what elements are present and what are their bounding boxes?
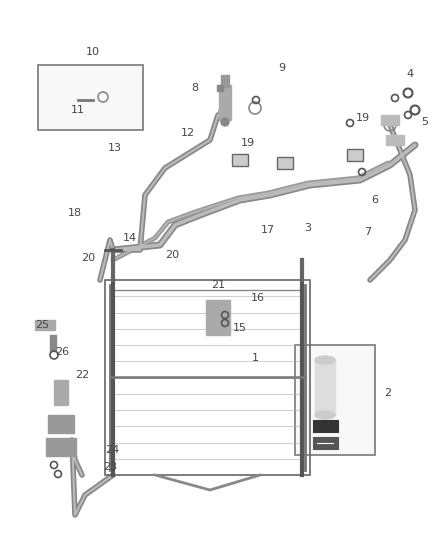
- Text: 19: 19: [356, 113, 370, 123]
- Ellipse shape: [315, 411, 335, 419]
- Bar: [386, 135, 404, 145]
- Text: 5: 5: [421, 117, 428, 127]
- Text: 7: 7: [364, 227, 371, 237]
- Text: 23: 23: [103, 462, 117, 472]
- Bar: [50, 335, 56, 351]
- Text: 18: 18: [68, 208, 82, 218]
- Text: 19: 19: [241, 138, 255, 148]
- Text: 12: 12: [181, 128, 195, 138]
- Bar: [48, 415, 74, 433]
- Text: 15: 15: [233, 323, 247, 333]
- Text: 14: 14: [123, 233, 137, 243]
- Text: 26: 26: [55, 347, 69, 357]
- Bar: [381, 115, 399, 125]
- Bar: [295, 345, 375, 455]
- Bar: [277, 157, 293, 169]
- Text: 4: 4: [406, 69, 413, 79]
- Text: 2: 2: [385, 388, 392, 398]
- Bar: [54, 380, 68, 405]
- Text: 8: 8: [191, 83, 198, 93]
- Text: 9: 9: [279, 63, 286, 73]
- Text: 25: 25: [35, 320, 49, 330]
- Bar: [35, 320, 55, 330]
- Text: 21: 21: [211, 280, 225, 290]
- Bar: [315, 360, 335, 415]
- Text: 16: 16: [251, 293, 265, 303]
- Circle shape: [221, 118, 229, 126]
- Bar: [347, 149, 363, 161]
- Text: 13: 13: [108, 143, 122, 153]
- Text: 17: 17: [261, 225, 275, 235]
- Text: 10: 10: [86, 47, 100, 57]
- Bar: [206, 300, 230, 335]
- Text: 11: 11: [71, 105, 85, 115]
- Bar: [46, 438, 76, 456]
- Text: 6: 6: [371, 195, 378, 205]
- Text: 1: 1: [251, 353, 258, 363]
- Text: 3: 3: [304, 223, 311, 233]
- Bar: [38, 65, 143, 130]
- Text: 20: 20: [165, 250, 179, 260]
- Bar: [313, 437, 338, 449]
- Bar: [221, 75, 229, 87]
- Bar: [105, 280, 310, 475]
- Bar: [232, 154, 248, 166]
- Bar: [219, 85, 231, 120]
- Bar: [217, 85, 223, 91]
- Text: 24: 24: [105, 445, 119, 455]
- Bar: [313, 420, 338, 432]
- Ellipse shape: [315, 356, 335, 364]
- Text: 20: 20: [81, 253, 95, 263]
- Text: 22: 22: [75, 370, 89, 380]
